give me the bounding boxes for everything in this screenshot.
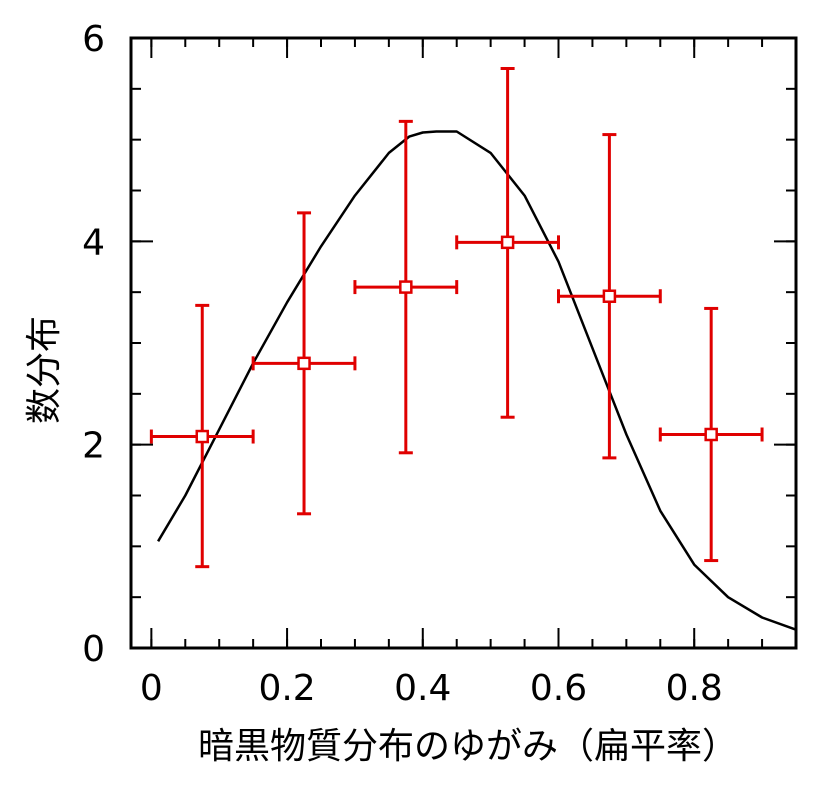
data-point: [251, 211, 357, 516]
data-point: [455, 67, 560, 419]
tick-labels: 0 0.2 0.4 0.6 0.8 0 2 4 6: [82, 19, 723, 709]
point-marker: [195, 429, 209, 444]
data-point: [658, 306, 764, 563]
data-point: [149, 303, 255, 569]
point-marker: [602, 289, 617, 303]
x-tick-label: 0: [140, 668, 163, 709]
point-marker: [399, 280, 413, 294]
x-tick-label: 0.8: [666, 668, 723, 709]
point-marker: [297, 356, 311, 371]
point-marker: [500, 235, 515, 250]
point-marker: [704, 427, 718, 442]
model-curve: [157, 130, 797, 631]
x-tick-label: 0.2: [258, 668, 315, 709]
x-tick-label: 0.6: [530, 668, 587, 709]
minor-ticks: [131, 37, 797, 649]
major-ticks: [131, 37, 796, 649]
points-layer: [149, 67, 764, 569]
data-point: [353, 119, 459, 455]
x-tick-label: 0.4: [394, 668, 451, 709]
y-tick-label: 2: [82, 426, 105, 467]
y-tick-label: 6: [82, 19, 105, 60]
y-axis-title: 数分布: [24, 316, 65, 424]
data-point: [557, 133, 662, 460]
y-tick-label: 4: [82, 222, 105, 263]
x-axis-title: 暗黒物質分布のゆがみ（扁平率）: [198, 726, 738, 767]
y-tick-label: 0: [82, 629, 105, 670]
plot-frame: [129, 36, 798, 650]
curve-layer: [157, 130, 797, 631]
